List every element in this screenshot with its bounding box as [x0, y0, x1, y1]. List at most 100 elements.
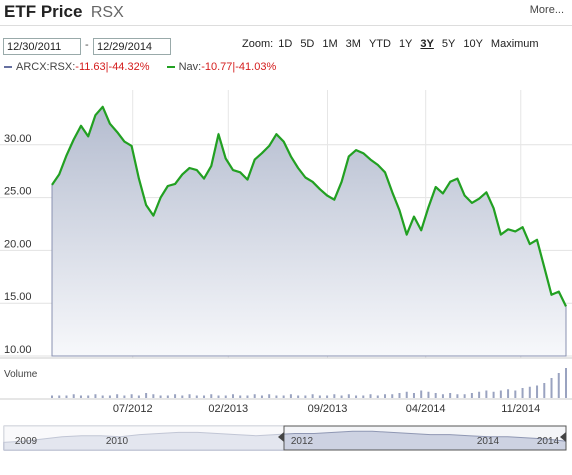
volume-bar [463, 394, 466, 398]
header-divider [0, 25, 572, 26]
legend-swatch-rsx [4, 66, 12, 69]
volume-bar [123, 395, 126, 398]
navigator-area [3, 430, 567, 451]
volume-bar [355, 395, 358, 398]
volume-bar [101, 395, 104, 398]
volume-bar [485, 390, 488, 398]
volume-bar [260, 395, 263, 398]
volume-bar [239, 395, 242, 398]
navigator-handle-right [560, 432, 566, 442]
volume-bar [210, 394, 213, 398]
volume-bar [174, 394, 177, 398]
volume-bar [412, 393, 415, 398]
volume-bar [130, 394, 133, 398]
zoom-option-1m[interactable]: 1M [322, 38, 338, 50]
volume-bar [152, 394, 155, 398]
volume-bar [94, 394, 97, 398]
start-date-input[interactable] [3, 38, 81, 55]
volume-bar [195, 395, 198, 398]
zoom-option-1d[interactable]: 1D [278, 38, 293, 50]
volume-bar [420, 390, 423, 398]
end-date-input[interactable] [93, 38, 171, 55]
volume-bar [116, 394, 119, 398]
page-title: ETF Price [4, 2, 83, 21]
volume-bar [318, 395, 321, 398]
zoom-option-1y[interactable]: 1Y [398, 38, 413, 50]
zoom-option-3y[interactable]: 3Y [420, 38, 434, 50]
volume-bar [188, 394, 191, 398]
x-tick-label: 02/2013 [208, 403, 248, 415]
legend-name-rsx: ARCX:RSX: [16, 61, 76, 73]
volume-bar [253, 394, 256, 398]
volume-bar [217, 395, 220, 398]
legend-swatch-nav [166, 66, 175, 69]
volume-bar [145, 393, 148, 398]
volume-bar [478, 391, 481, 398]
y-tick-label: 10.00 [4, 344, 32, 356]
zoom-option-maximum[interactable]: Maximum [490, 38, 539, 50]
volume-bar [550, 378, 553, 398]
volume-bar [528, 386, 531, 398]
date-range-separator: - [85, 39, 89, 51]
volume-bar [449, 393, 452, 398]
volume-bar [224, 395, 227, 398]
legend-change-rsx: -11.63 [75, 61, 106, 73]
zoom-option-5d[interactable]: 5D [300, 38, 315, 50]
zoom-options: 1D 5D 1M 3M YTD 1Y 3Y 5Y 10Y Maximum [278, 38, 546, 50]
grid [0, 90, 572, 358]
y-tick-label: 30.00 [4, 133, 32, 145]
volume-bar [521, 388, 524, 398]
navigator-year-label: 2014 [537, 436, 560, 447]
zoom-option-ytd[interactable]: YTD [368, 38, 391, 50]
volume-bar [108, 395, 111, 398]
volume-bar [297, 395, 300, 398]
volume-bar [405, 391, 408, 398]
volume-bar [470, 393, 473, 398]
volume-bar [268, 394, 271, 398]
volume-bar [333, 394, 336, 398]
x-tick-label: 07/2012 [113, 403, 153, 415]
zoom-bar: Zoom: 1D 5D 1M 3M YTD 1Y 3Y 5Y 10Y Maximum [242, 38, 555, 50]
volume-bar [398, 393, 401, 398]
volume-bar [72, 394, 75, 398]
navigator-frame [3, 425, 567, 451]
navigator: 2009 2010 2012 2014 2014 [3, 425, 567, 451]
zoom-option-10y[interactable]: 10Y [463, 38, 483, 50]
legend-change-nav: -10.77 [201, 61, 233, 73]
volume-bar [499, 390, 502, 398]
legend: ARCX:RSX:-11.63|-44.32% Nav:-10.77|-41.0… [4, 61, 290, 73]
volume-bar [58, 395, 61, 398]
navigator-year-label: 2012 [291, 436, 314, 447]
volume-bar [391, 394, 394, 398]
y-tick-label: 15.00 [4, 291, 32, 303]
navigator-year-label: 2009 [15, 436, 38, 447]
volume-bar [347, 394, 350, 398]
legend-item-nav[interactable]: Nav:-10.77|-41.03% [166, 61, 276, 73]
legend-pct-rsx: -44.32% [108, 61, 150, 73]
zoom-label: Zoom: [242, 38, 274, 50]
title-row: ETF Price RSX [4, 2, 124, 24]
volume-bar [492, 391, 495, 398]
rsx-area [51, 105, 567, 357]
zoom-option-5y[interactable]: 5Y [441, 38, 456, 50]
volume-bar [51, 395, 53, 398]
volume-bar [159, 395, 162, 398]
volume-bar [231, 394, 234, 398]
volume-bar [340, 395, 343, 398]
x-tick-label: 04/2014 [406, 403, 446, 415]
legend-item-rsx[interactable]: ARCX:RSX:-11.63|-44.32% [4, 61, 153, 73]
navigator-year-label: 2014 [477, 436, 500, 447]
more-link[interactable]: More... [529, 4, 564, 16]
x-axis: 07/2012 02/2013 09/2013 04/2014 11/2014 [113, 403, 540, 415]
volume-bar [536, 385, 539, 398]
volume-bar [565, 368, 567, 398]
volume-bar [543, 383, 546, 398]
volume-bar [311, 394, 314, 398]
volume-bar [282, 395, 285, 398]
volume-bar [166, 395, 169, 398]
volume-bar [137, 395, 140, 398]
volume-bar [362, 395, 365, 398]
navigator-year-label: 2010 [106, 436, 129, 447]
zoom-option-3m[interactable]: 3M [345, 38, 361, 50]
volume-bar [514, 390, 517, 398]
